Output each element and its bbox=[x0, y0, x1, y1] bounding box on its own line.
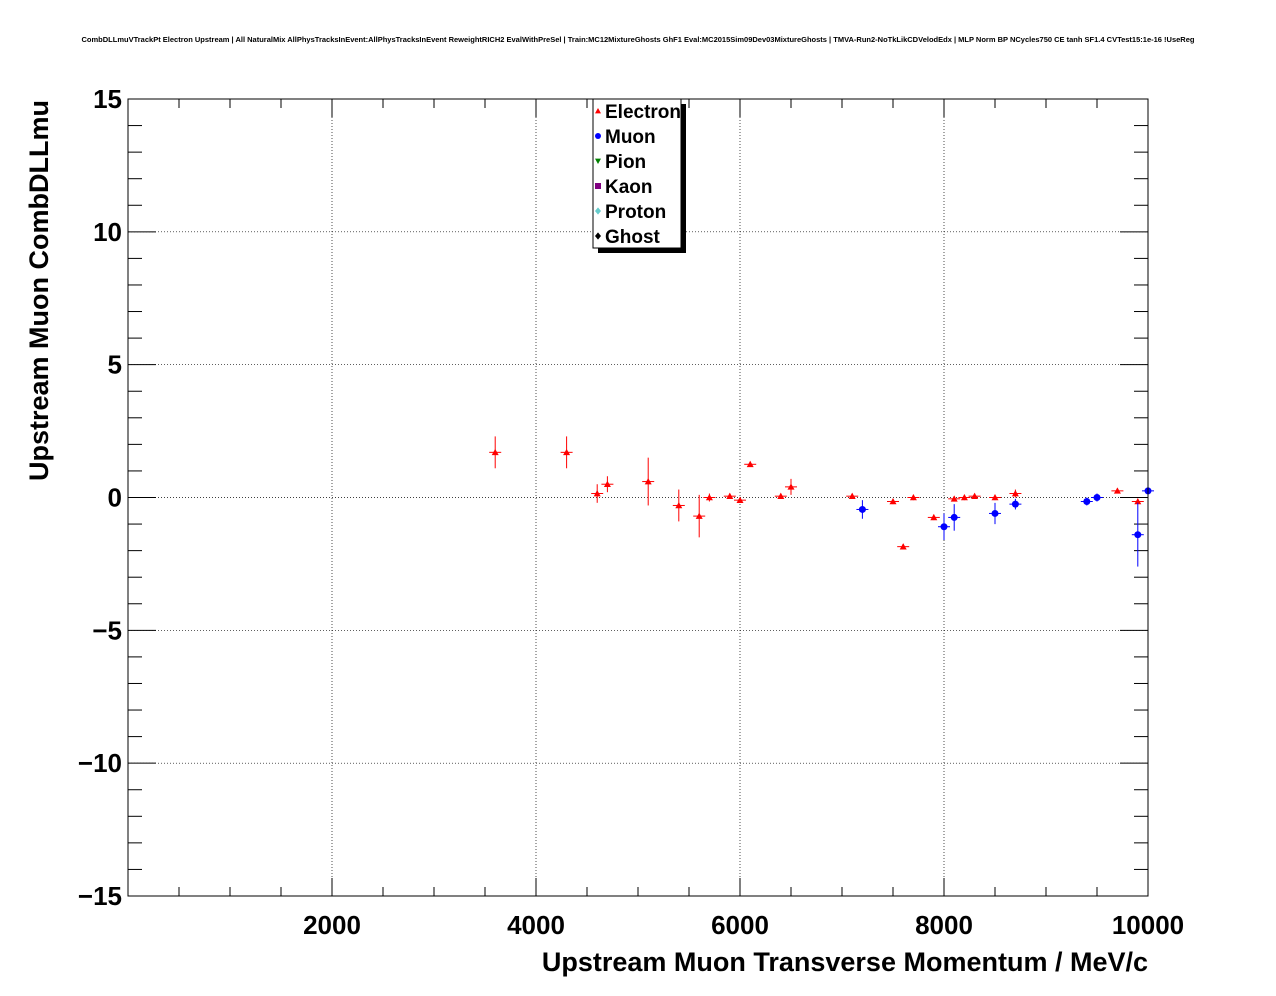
muon-point bbox=[1134, 531, 1142, 539]
electron-point bbox=[726, 492, 734, 499]
electron-point bbox=[787, 483, 795, 490]
x-tick-label: 8000 bbox=[915, 910, 973, 940]
electron-point bbox=[593, 490, 601, 497]
y-tick-label: −15 bbox=[78, 881, 122, 911]
muon-point bbox=[940, 523, 948, 531]
electron-point bbox=[491, 448, 499, 456]
legend-label-pion: Pion bbox=[605, 152, 646, 173]
legend-marker-electron bbox=[595, 108, 601, 114]
legend-label-ghost: Ghost bbox=[605, 227, 661, 248]
x-tick-label: 4000 bbox=[507, 910, 565, 940]
electron-point bbox=[930, 513, 938, 521]
electron-point bbox=[603, 480, 611, 488]
x-tick-label: 2000 bbox=[303, 910, 361, 940]
electron-point bbox=[909, 494, 917, 501]
y-tick-label: 0 bbox=[108, 483, 122, 513]
muon-point bbox=[1083, 497, 1091, 505]
y-tick-label: −10 bbox=[78, 748, 122, 778]
legend-label-proton: Proton bbox=[605, 202, 666, 223]
y-tick-label: 5 bbox=[108, 350, 122, 380]
electron-point bbox=[1134, 497, 1142, 505]
muon-point bbox=[991, 509, 999, 517]
electron-point bbox=[705, 494, 713, 501]
electron-point bbox=[563, 448, 571, 456]
tick-labels: 2000 4000 6000 8000 10000 −15 −10 −5 0 5 10 15 bbox=[78, 84, 1184, 940]
legend: Electron Muon Pion Kaon Proton Ghost bbox=[592, 98, 686, 253]
electron-point bbox=[971, 492, 979, 499]
electron-point bbox=[950, 495, 958, 502]
legend-label-electron: Electron bbox=[605, 102, 681, 123]
legend-entries: Electron Muon Pion Kaon Proton Ghost bbox=[595, 102, 681, 248]
electron-point bbox=[736, 496, 744, 503]
electron-point bbox=[644, 478, 652, 485]
electron-point bbox=[848, 492, 856, 499]
legend-marker-ghost bbox=[595, 232, 601, 240]
y-axis-label: Upstream Muon CombDLLmu bbox=[24, 100, 54, 481]
legend-marker-muon bbox=[595, 133, 601, 139]
electron-point bbox=[1113, 487, 1121, 494]
y-tick-label: 15 bbox=[93, 84, 122, 114]
electron-point bbox=[1011, 490, 1019, 497]
electron-point bbox=[960, 494, 968, 501]
electron-point bbox=[991, 494, 999, 501]
x-tick-label: 10000 bbox=[1112, 910, 1184, 940]
x-tick-label: 6000 bbox=[711, 910, 769, 940]
electron-point bbox=[899, 543, 907, 550]
x-axis-label: Upstream Muon Transverse Momentum / MeV/… bbox=[542, 947, 1148, 977]
muon-point bbox=[858, 505, 866, 513]
legend-marker-proton bbox=[595, 207, 601, 215]
y-tick-label: 10 bbox=[93, 217, 122, 247]
legend-marker-pion bbox=[595, 158, 601, 164]
electron-point bbox=[889, 497, 897, 505]
legend-marker-kaon bbox=[595, 183, 601, 189]
electron-point bbox=[746, 460, 754, 468]
legend-label-muon: Muon bbox=[605, 127, 656, 148]
electron-point bbox=[777, 492, 785, 499]
legend-box bbox=[592, 98, 682, 249]
electron-point bbox=[695, 512, 703, 519]
muon-point bbox=[950, 513, 958, 521]
legend-label-kaon: Kaon bbox=[605, 177, 653, 198]
muon-point bbox=[1093, 494, 1101, 501]
muon-point bbox=[1011, 500, 1019, 508]
y-tick-label: −5 bbox=[92, 615, 122, 645]
chart-title: CombDLLmuVTrackPt Electron Upstream | Al… bbox=[82, 35, 1195, 44]
electron-point bbox=[675, 501, 683, 509]
